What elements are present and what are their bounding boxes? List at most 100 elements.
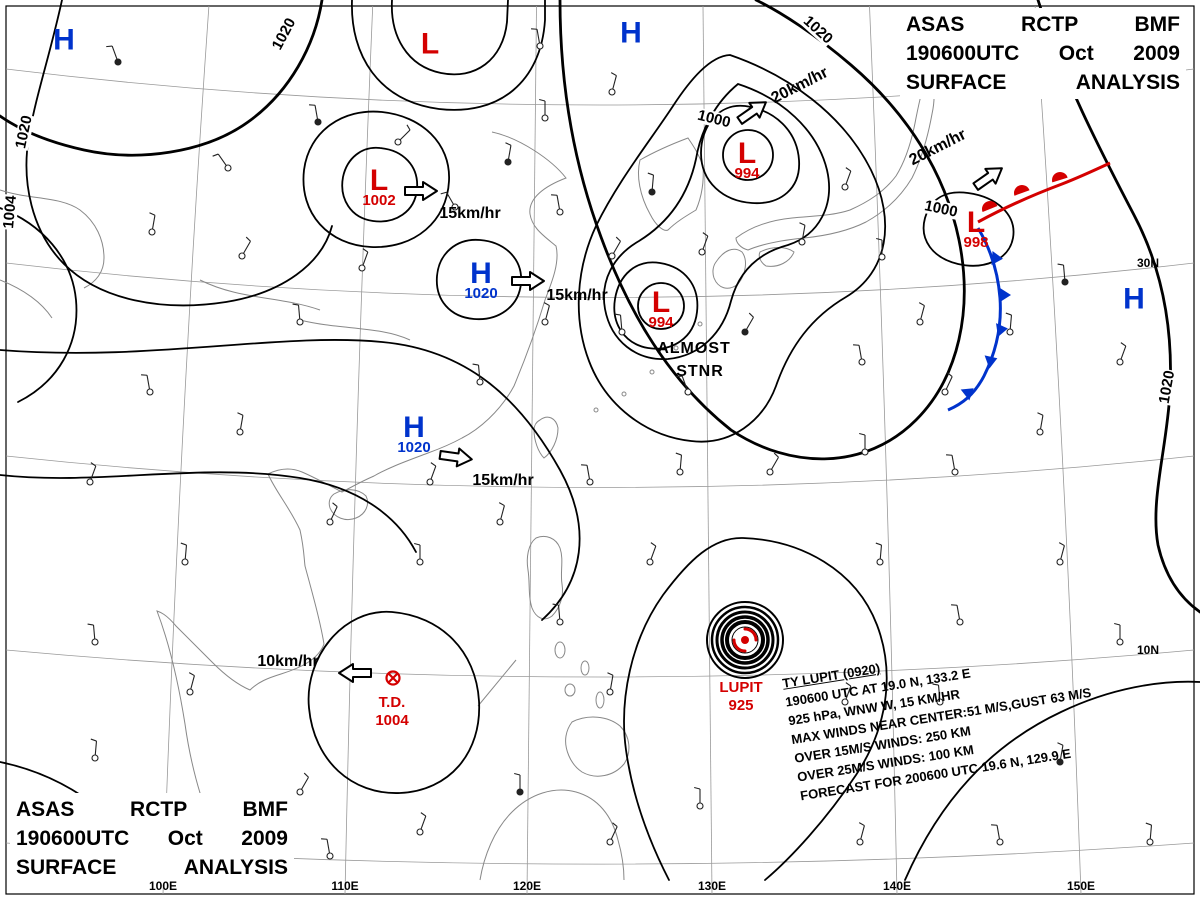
station-plot (1056, 742, 1064, 766)
station-plot (581, 464, 594, 486)
station-plot (552, 603, 564, 626)
station-plot (358, 248, 369, 272)
graticule-longitude (344, 5, 374, 895)
motion-speed-label: 15km/hr (439, 205, 501, 222)
station-plot (694, 786, 704, 810)
pressure-center-l: L 994 (648, 288, 674, 332)
station-plot (798, 222, 806, 246)
cold-front-pip (991, 251, 1003, 265)
isobar-southeast (904, 680, 1200, 881)
coast-west-edge (0, 189, 105, 289)
station-plot (416, 812, 427, 836)
coast-ryukyu (649, 369, 655, 375)
station-plot (876, 237, 886, 261)
longitude-label: 120E (512, 879, 542, 893)
typhoon-ring (710, 605, 780, 675)
tropical-depression-symbol (385, 670, 401, 686)
motion-arrow (736, 101, 767, 125)
station-plot (496, 502, 505, 526)
isobar-label: 1004 (0, 193, 20, 231)
title-line: ASAS RCTP BMF (16, 798, 288, 821)
typhoon-ring (720, 615, 770, 665)
pressure-value: 1020 (397, 439, 431, 457)
station-plot (1114, 622, 1124, 646)
annotation-almost-stnr: STNR (676, 363, 724, 380)
storm-name: LUPIT (719, 679, 763, 696)
river (299, 319, 411, 341)
coast-ryukyu (673, 345, 679, 351)
isobar-1000-north-low (700, 104, 800, 204)
graticule-latitude (5, 262, 1195, 298)
station-plot (859, 432, 869, 456)
station-plot (1116, 342, 1127, 366)
warm-front-pip (1052, 172, 1068, 183)
station-plot (698, 232, 709, 256)
station-plot (141, 374, 154, 396)
station-plot (514, 772, 524, 796)
pressure-center-h: H (1123, 282, 1145, 316)
station-plot (856, 822, 865, 846)
isobars (0, 0, 1200, 881)
warm-front-pip (1014, 185, 1030, 196)
map-frame (5, 5, 1195, 895)
typhoon-ring (706, 601, 784, 679)
coast-ryukyu (697, 321, 703, 327)
storm-pressure: 1004 (375, 712, 409, 729)
annotation-almost-stnr: ALMOST (657, 340, 731, 357)
longitude-label: 140E (882, 879, 912, 893)
cold-front-pip (996, 323, 1008, 337)
graticule-latitude (5, 455, 1195, 488)
station-plot (309, 104, 322, 126)
coast-visayas (554, 641, 566, 659)
pressure-center-h: H (53, 23, 75, 57)
station-plot (414, 542, 424, 566)
station-plot (440, 191, 459, 211)
station-plot (946, 454, 959, 476)
pressure-symbol: H (53, 23, 75, 57)
cold-front-pip (1000, 288, 1011, 302)
longitude-label: 100E (148, 879, 178, 893)
motion-speed-label: 10km/hr (257, 653, 319, 670)
coast-hainan (328, 489, 369, 521)
isobar-central (0, 471, 417, 553)
motion-arrow (438, 447, 473, 468)
station-plot (180, 542, 189, 566)
motion-speed-label: 20km/hr (768, 64, 831, 108)
pressure-center-h: H 1020 (397, 413, 431, 457)
cold-front-pip (960, 388, 974, 401)
warm-front-pip (982, 201, 998, 212)
pressure-value: 994 (648, 314, 674, 332)
station-plot (531, 28, 544, 50)
station-plot (675, 452, 684, 476)
pressure-value: 994 (734, 165, 760, 183)
motion-arrows (338, 101, 1003, 683)
coast-mindanao (565, 716, 630, 777)
station-plot (766, 452, 779, 476)
station-plot (676, 375, 692, 396)
station-plot (606, 822, 618, 846)
station-plot (916, 302, 925, 326)
isobar-typhoon-outer (623, 537, 888, 881)
station-plot (539, 98, 549, 122)
station-plot (1005, 312, 1014, 336)
station-plot (86, 462, 97, 486)
pressure-symbol: H (1123, 282, 1145, 316)
isobar-west (0, 207, 78, 403)
station-plot (87, 623, 99, 646)
title-line: ASAS RCTP BMF (906, 13, 1180, 36)
graticule-longitude (869, 5, 898, 895)
isobar-low-complex (577, 54, 887, 443)
coast-asia-mainland (156, 131, 567, 881)
isobar-low-complex (603, 82, 830, 360)
station-plot (186, 672, 195, 696)
isobar-label: 1000 (695, 106, 733, 132)
station-plot (292, 303, 304, 326)
coast-visayas (564, 683, 576, 697)
station-plot (608, 236, 621, 260)
motion-arrow (511, 271, 545, 291)
pressure-symbol: L (369, 164, 389, 198)
station-plot (614, 313, 626, 336)
station-plot (541, 302, 550, 326)
longitude-label: 130E (697, 879, 727, 893)
storm-label-lupit: LUPIT 925 (719, 679, 762, 715)
